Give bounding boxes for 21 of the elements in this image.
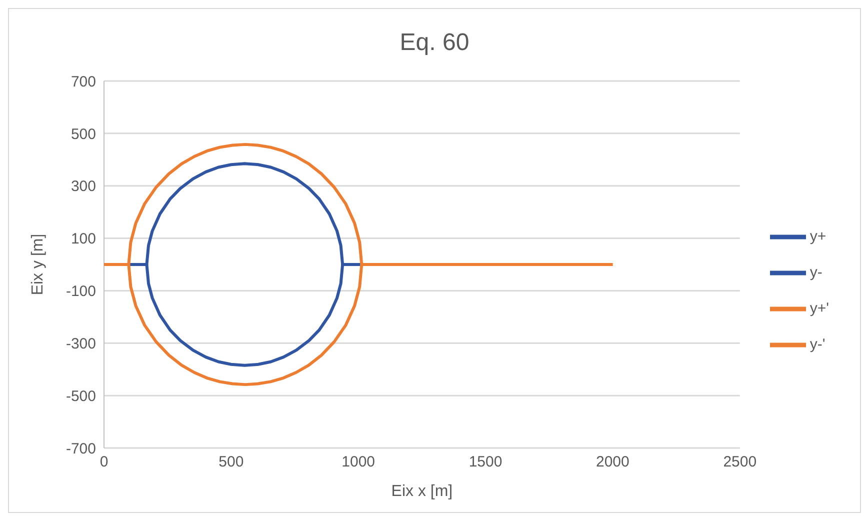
y-tick-label: -300: [66, 335, 96, 352]
chart-title: Eq. 60: [398, 28, 470, 58]
x-tick-label: 2000: [596, 454, 630, 471]
x-axis-title: Eix x [m]: [391, 483, 453, 500]
x-tick-label: 1500: [468, 454, 502, 471]
legend-label: y-: [810, 263, 822, 280]
y-axis-title: Eix y [m]: [30, 234, 47, 296]
x-tick-label: 2500: [723, 454, 757, 471]
y-tick-label: 500: [70, 126, 96, 143]
x-tick-label: 1000: [342, 454, 376, 471]
y-tick-label: -100: [66, 283, 96, 300]
x-tick-label: 500: [218, 454, 244, 471]
legend-label: y-': [810, 335, 826, 352]
x-tick-label: 0: [100, 454, 108, 471]
y-tick-label: 100: [70, 230, 96, 248]
y-tick-label: 700: [70, 73, 96, 90]
y-tick-label: 300: [70, 178, 96, 196]
y-tick-label: -500: [66, 388, 96, 405]
legend-label: y+': [810, 299, 829, 316]
legend-label: y+: [810, 227, 826, 244]
y-tick-label: -700: [66, 440, 96, 458]
